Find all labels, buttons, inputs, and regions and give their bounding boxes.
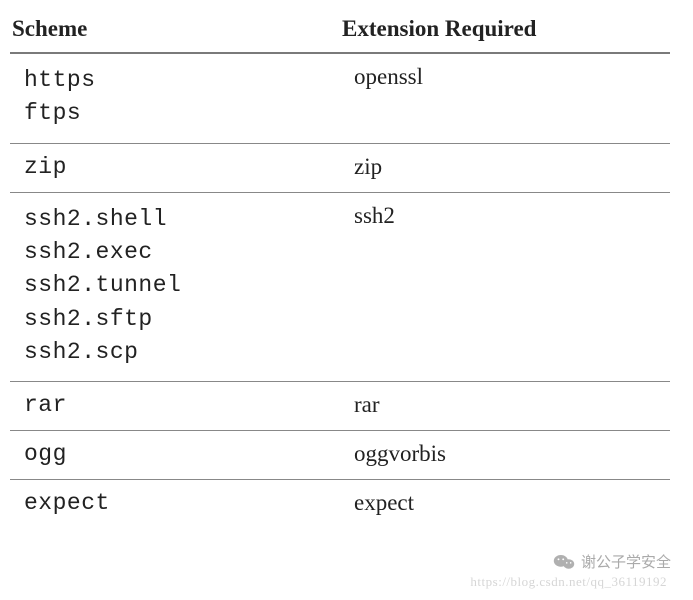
scheme-cell: zip [10, 143, 340, 192]
extension-cell: ssh2 [340, 192, 670, 382]
extension-cell: openssl [340, 53, 670, 143]
table-body: httpsftpsopensslzipzipssh2.shellssh2.exe… [10, 53, 670, 528]
extension-cell: expect [340, 480, 670, 529]
extension-cell: zip [340, 143, 670, 192]
scheme-cell: rar [10, 382, 340, 431]
extension-cell: rar [340, 382, 670, 431]
table-header-row: Scheme Extension Required [10, 10, 670, 53]
watermark-text: 谢公子学安全 [581, 551, 671, 572]
scheme-cell: ogg [10, 431, 340, 480]
header-extension: Extension Required [340, 10, 670, 53]
header-scheme: Scheme [10, 10, 340, 53]
table-row: expectexpect [10, 480, 670, 529]
extension-cell: oggvorbis [340, 431, 670, 480]
table-row: zipzip [10, 143, 670, 192]
table-row: ssh2.shellssh2.execssh2.tunnelssh2.sftps… [10, 192, 670, 382]
table-row: httpsftpsopenssl [10, 53, 670, 143]
wechat-icon [553, 553, 575, 571]
scheme-cell: ssh2.shellssh2.execssh2.tunnelssh2.sftps… [10, 192, 340, 382]
table-row: rarrar [10, 382, 670, 431]
scheme-cell: httpsftps [10, 53, 340, 143]
watermark: 谢公子学安全 [553, 551, 671, 572]
table-row: oggoggvorbis [10, 431, 670, 480]
watermark-subtext: https://blog.csdn.net/qq_36119192 [470, 574, 667, 590]
scheme-cell: expect [10, 480, 340, 529]
scheme-extension-table: Scheme Extension Required httpsftpsopens… [10, 10, 670, 528]
